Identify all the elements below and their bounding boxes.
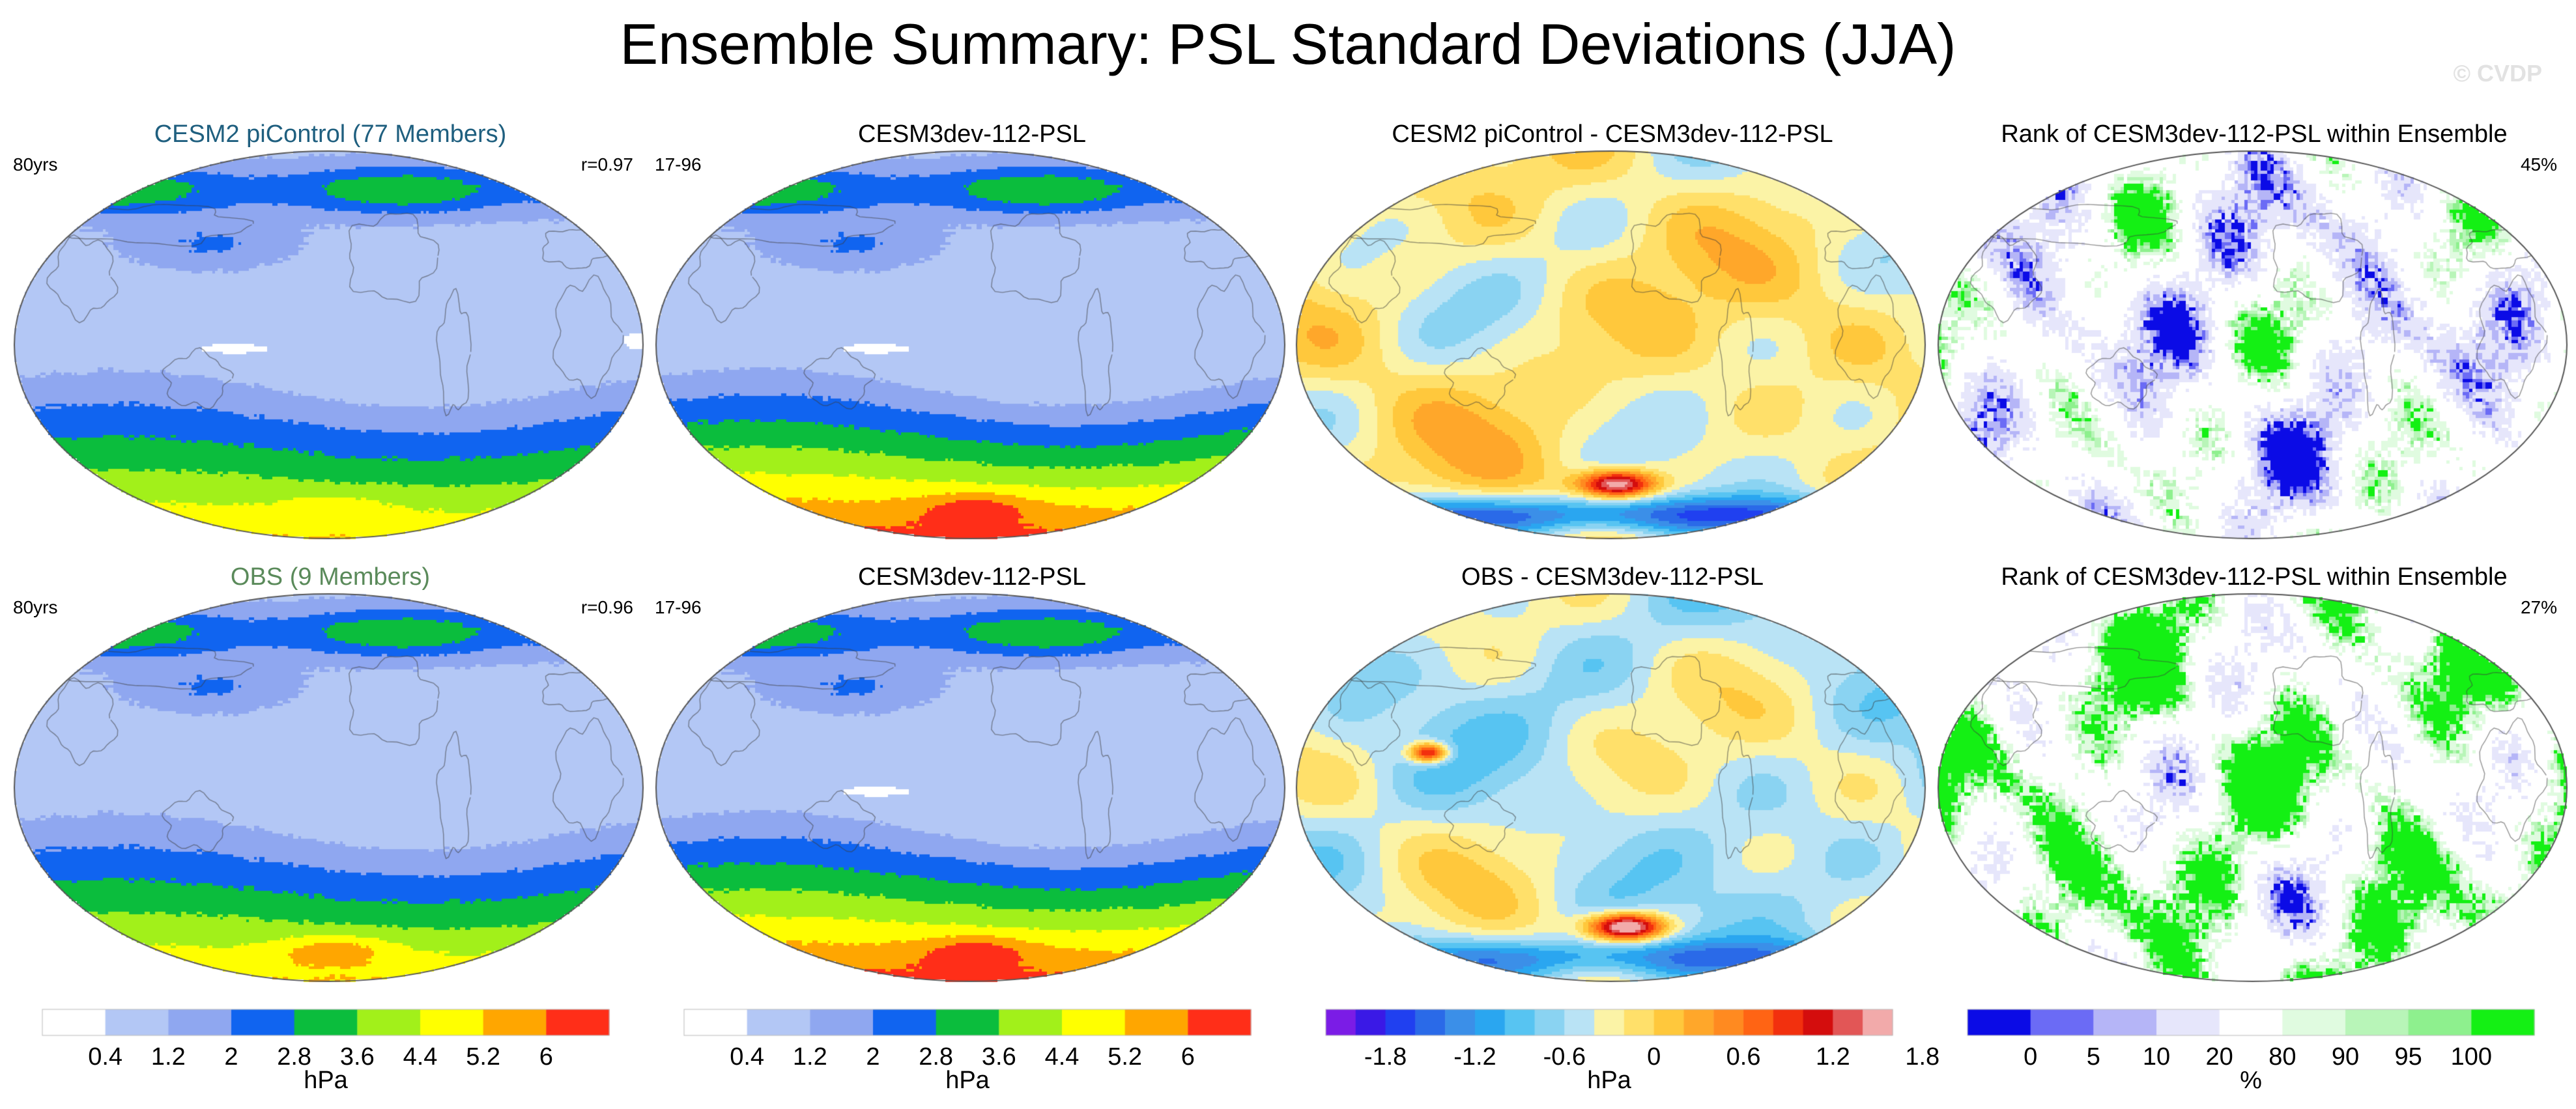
colorbar-unit-label: hPa [1587, 1067, 1631, 1094]
colorbar-tick-label: 0.4 [88, 1043, 123, 1071]
panel-left-label: 80yrs [13, 597, 58, 617]
colorbar-unit-label: % [2240, 1067, 2262, 1094]
colorbar-tick-label: 3.6 [981, 1043, 1016, 1071]
panel-left-label: 80yrs [13, 154, 58, 175]
panel-right-label: 27% [2520, 597, 2557, 617]
panel-title: Rank of CESM3dev-112-PSL within Ensemble [2001, 120, 2508, 148]
colorbar-tick-label: 5 [2086, 1043, 2100, 1071]
colorbar-tick-label: 6 [1181, 1043, 1195, 1071]
panel-title: OBS (9 Members) [230, 563, 431, 591]
colorbar-tick-label: 20 [2205, 1043, 2233, 1071]
colorbar-unit-label: hPa [304, 1067, 348, 1094]
colorbar-tick-label: 0.6 [1726, 1043, 1761, 1071]
colorbar-tick-label: -1.2 [1453, 1043, 1496, 1071]
colorbar-tick-label: 100 [2450, 1043, 2493, 1071]
panel-title: OBS - CESM3dev-112-PSL [1461, 563, 1764, 591]
colorbar-tick-label: 2.8 [919, 1043, 954, 1071]
colorbar-tick-label: 80 [2268, 1043, 2297, 1071]
colorbar-tick-label: -0.6 [1543, 1043, 1586, 1071]
colorbar-tick-label: 1.8 [1905, 1043, 1940, 1071]
colorbar-tick-label: 6 [539, 1043, 553, 1071]
panel-right-label: r=0.96 [580, 597, 633, 617]
colorbar-tick-label: 0 [2024, 1043, 2038, 1071]
colorbar-tick-label: 1.2 [150, 1043, 186, 1071]
colorbar-tick-label: 3.6 [339, 1043, 375, 1071]
colorbar-tick-label: 1.2 [792, 1043, 827, 1071]
panel-title: CESM2 piControl - CESM3dev-112-PSL [1392, 120, 1833, 148]
colorbar-tick-label: 0 [1647, 1043, 1661, 1071]
colorbar-tick-label: 95 [2394, 1043, 2422, 1071]
colorbar-tick-label: 2.8 [277, 1043, 312, 1071]
colorbar-tick-label: 90 [2331, 1043, 2360, 1071]
panel-title: CESM3dev-112-PSL [858, 120, 1086, 148]
panel-title: CESM3dev-112-PSL [858, 563, 1086, 591]
colorbar-tick-label: -1.8 [1364, 1043, 1407, 1071]
panel-title: Rank of CESM3dev-112-PSL within Ensemble [2001, 563, 2508, 591]
panel-right-label: 45% [2520, 154, 2557, 175]
panel-title: CESM2 piControl (77 Members) [154, 120, 507, 148]
colorbar-tick-label: 10 [2142, 1043, 2171, 1071]
panel-left-label: 17-96 [655, 154, 702, 175]
panel-right-label: r=0.97 [580, 154, 633, 175]
cvdp-watermark: © CVDP [2453, 60, 2542, 87]
colorbar-tick-label: 4.4 [403, 1043, 438, 1071]
colorbar-tick-label: 0.4 [730, 1043, 765, 1071]
colorbar-tick-label: 4.4 [1044, 1043, 1080, 1071]
colorbar-tick-label: 5.2 [1108, 1043, 1143, 1071]
panel-left-label: 17-96 [655, 597, 702, 617]
colorbar-tick-label: 1.2 [1815, 1043, 1850, 1071]
colorbar-tick-label: 2 [224, 1043, 238, 1071]
colorbar-tick-label: 2 [866, 1043, 880, 1071]
figure-title: Ensemble Summary: PSL Standard Deviation… [620, 12, 1956, 76]
colorbar-tick-label: 5.2 [466, 1043, 501, 1071]
colorbar-unit-label: hPa [945, 1067, 990, 1094]
